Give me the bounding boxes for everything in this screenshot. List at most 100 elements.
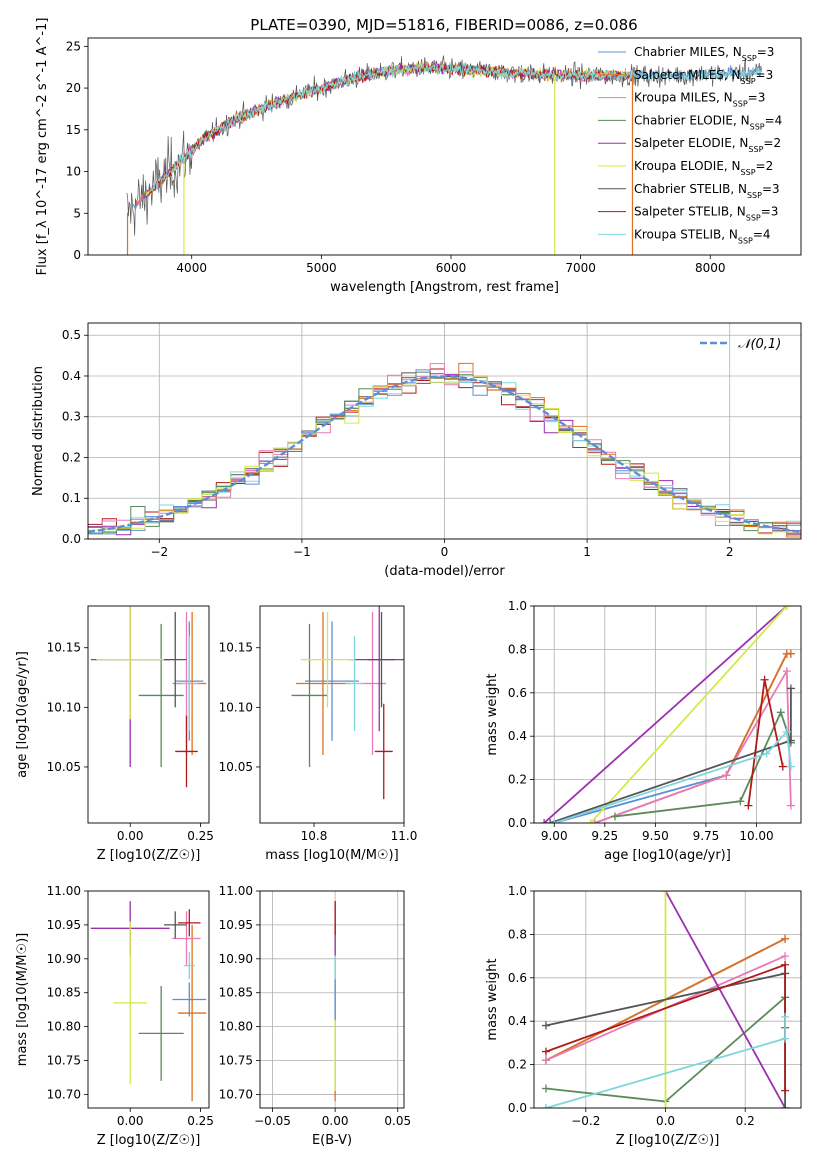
data-point-8 [183, 952, 195, 980]
legend-entry: Chabrier STELIB, NSSP=3 [634, 182, 780, 200]
mass-weight-marker [762, 749, 771, 758]
legend-subscript: SSP [741, 168, 756, 177]
mass-vs-ebv-panel: −0.05 0.00 0.05 10.70 10.75 10.80 10.85 10.90 10… [219, 884, 411, 1148]
y-tick-label: 0.0 [508, 1101, 527, 1115]
x-tick-label: 8000 [695, 261, 726, 275]
y-tick-label: 0.6 [508, 971, 527, 985]
x-axis-label: Z [log10(Z/Z☉)] [616, 1133, 720, 1148]
mass-weight-marker [781, 1104, 790, 1108]
mass-weight-marker [781, 934, 790, 943]
mass-vs-metallicity-panel: 0.00 0.25 10.70 10.75 10.80 10.85 10.90 10.95 11… [15, 884, 214, 1148]
legend-subscript: SSP [738, 236, 753, 245]
y-tick-label: 10.05 [47, 760, 81, 774]
data-point-3 [291, 623, 328, 767]
mass-weight-marker [736, 797, 745, 806]
x-axis-label: mass [log10(M/M☉)] [265, 848, 398, 863]
mass-weight-marker [661, 1104, 670, 1108]
mass-weight-marker [546, 819, 555, 823]
y-tick-label: 10.05 [219, 760, 253, 774]
y-tick-label: 0.2 [508, 1058, 527, 1072]
x-tick-label: 5000 [306, 261, 337, 275]
mass-weight-marker [781, 1086, 790, 1095]
x-tick-label: −1 [293, 545, 311, 559]
x-axis-label: age [log10(age/yr)] [604, 848, 731, 863]
data-point-5 [113, 921, 148, 1085]
axes-frame [533, 605, 802, 824]
y-tick-label: 0.6 [508, 686, 527, 700]
legend-entry: Salpeter STELIB, NSSP=3 [634, 205, 778, 223]
spectrum-line-4 [143, 60, 633, 199]
y-tick-label: 10.15 [47, 641, 81, 655]
x-tick-label: 9.50 [642, 829, 669, 843]
y-tick-label: 0.1 [62, 491, 81, 505]
data-point-8 [180, 635, 198, 732]
x-tick-label: 4000 [176, 261, 207, 275]
axes-frame [259, 890, 405, 1109]
y-axis-label: mass weight [485, 958, 500, 1040]
mass-weight-marker [661, 891, 670, 895]
mass-weight-marker [541, 1056, 550, 1065]
x-tick-label: 2 [726, 545, 734, 559]
age-vs-mass-panel: 10.8 11.0 10.05 10.10 10.15 mass [log10(M/M☉)… [219, 605, 418, 863]
data-point-2 [172, 911, 201, 966]
legend-count: =3 [756, 68, 774, 82]
x-axis-label: Z [log10(Z/Z☉)] [97, 848, 201, 863]
mass-weight-marker [781, 1012, 790, 1021]
mass-weight-marker [781, 960, 790, 969]
mass-weight-line-0 [553, 652, 791, 823]
data-point-1 [296, 611, 350, 756]
legend-entry: Kroupa ELODIE, NSSP=2 [634, 159, 773, 177]
y-tick-label: 10.10 [47, 700, 81, 714]
residuals-panel: −2 −1 0 1 2 0.0 0.1 0.2 0.3 0.4 0.5 (data-model)/er… [31, 322, 802, 579]
mass-weight-vs-metallicity-panel: −0.2 0.0 0.2 0.0 0.2 0.4 0.6 0.8 1.0 Z [log10(Z/Z… [485, 884, 802, 1148]
mass-weight-marker [786, 762, 795, 771]
legend-subscript: SSP [748, 145, 763, 154]
y-tick-label: 10.70 [47, 1087, 81, 1101]
data-point-7 [175, 715, 198, 788]
y-tick-label: 0.3 [62, 410, 81, 424]
y-tick-label: 10.85 [47, 986, 81, 1000]
x-tick-label: 10.00 [739, 829, 773, 843]
spectrum-line-8 [151, 61, 763, 191]
y-tick-label: 25 [66, 39, 81, 53]
x-tick-label: 0.25 [187, 1114, 214, 1128]
legend-subscript: SSP [742, 54, 757, 63]
x-tick-label: 11.0 [391, 829, 418, 843]
legend-entry: 𝒩(0,1) [738, 337, 781, 352]
data-point-6 [368, 611, 395, 708]
data-point-3 [138, 623, 184, 767]
x-tick-label: −0.05 [254, 1114, 291, 1128]
mass-weight-marker [778, 762, 787, 771]
y-tick-label: 0.2 [62, 450, 81, 464]
y-tick-label: 5 [73, 206, 81, 220]
axes-frame [533, 890, 802, 1109]
mass-weight-marker [586, 819, 595, 823]
mass-weight-marker [541, 1084, 550, 1093]
x-axis-label: Z [log10(Z/Z☉)] [97, 1133, 201, 1148]
mass-weight-marker [610, 812, 619, 821]
legend-subscript: SSP [733, 99, 748, 108]
x-axis-label: wavelength [Angstrom, rest frame] [330, 280, 559, 295]
y-tick-label: 10.85 [219, 986, 253, 1000]
data-point-7 [178, 909, 201, 937]
x-tick-label: 0.00 [117, 1114, 144, 1128]
mass-weight-marker [540, 819, 549, 823]
mass-weight-marker [782, 667, 791, 676]
y-tick-label: 10.70 [219, 1087, 253, 1101]
mass-weight-line-4 [543, 606, 788, 823]
mass-weight-marker [786, 801, 795, 810]
y-tick-label: 10.10 [219, 700, 253, 714]
y-tick-label: 10.95 [219, 918, 253, 932]
mass-weight-line-4 [664, 891, 786, 1108]
mass-weight-line-8 [553, 729, 792, 823]
x-tick-label: 0 [441, 545, 449, 559]
mass-weight-marker [590, 819, 599, 823]
data-point-8 [345, 635, 364, 732]
y-tick-label: 10.75 [219, 1054, 253, 1068]
legend-count: =3 [761, 205, 779, 219]
x-tick-label: 0.25 [187, 829, 214, 843]
mass-weight-line-5 [589, 606, 788, 823]
data-point-0 [305, 621, 359, 741]
x-tick-label: 9.25 [591, 829, 618, 843]
legend-count: =3 [757, 45, 775, 59]
